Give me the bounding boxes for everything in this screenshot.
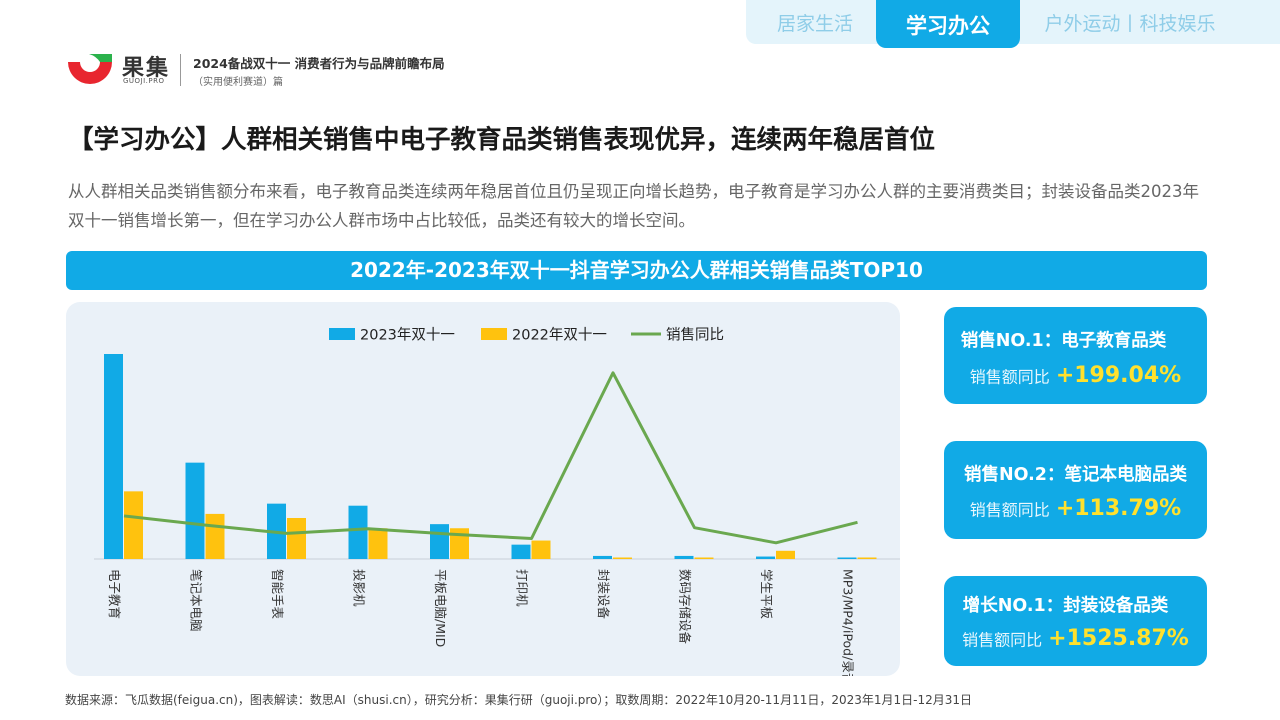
header-divider: [180, 54, 181, 86]
bar-2023: [674, 555, 694, 559]
x-tick-label: 电子教育: [107, 569, 122, 619]
top-nav: 居家生活 学习办公 户外运动丨科技娱乐: [746, 0, 1280, 48]
legend-label: 2022年双十一: [512, 327, 607, 344]
card-title: 增长NO.1：封装设备品类: [962, 596, 1169, 616]
chart-title-bar: 2022年-2023年双十一抖音学习办公人群相关销售品类TOP10: [66, 251, 1207, 290]
card-label: 销售额同比: [962, 630, 1043, 650]
bar-2022: [287, 518, 306, 559]
bar-2023: [430, 524, 449, 559]
data-source-footer: 数据来源：飞瓜数据(feigua.cn)，图表解读：数思AI（shusi.cn）…: [65, 693, 973, 707]
highlight-card-sales-no2: 销售NO.2：笔记本电脑品类 销售额同比 +113.79%: [944, 441, 1207, 539]
x-tick-label: 平板电脑/MID: [433, 569, 448, 647]
bar-2023: [348, 505, 368, 559]
bar-2022: [124, 491, 143, 559]
x-tick-label: 学生平板: [759, 569, 774, 620]
x-tick-label: 智能手表: [270, 569, 285, 620]
card-value: +113.79%: [1055, 496, 1182, 521]
highlight-card-growth-no1: 增长NO.1：封装设备品类 销售额同比 +1525.87%: [944, 576, 1207, 666]
card-label: 销售额同比: [969, 500, 1050, 520]
card-row: 销售额同比 +113.79%: [944, 496, 1207, 521]
bar-2023: [104, 354, 123, 559]
card-value: +1525.87%: [1048, 626, 1189, 651]
x-tick-label: 封装设备: [596, 569, 611, 620]
bar-2023: [593, 555, 612, 559]
x-tick-label: 打印机: [515, 569, 530, 607]
legend-label: 销售同比: [666, 327, 724, 344]
report-title: 2024备战双十一 消费者行为与品牌前瞻布局: [193, 56, 445, 71]
card-title: 销售NO.1：电子教育品类: [960, 331, 1167, 351]
bar-2022: [531, 540, 551, 559]
bar-2022: [776, 550, 795, 559]
bar-2023: [511, 544, 531, 559]
legend-label: 2023年双十一: [360, 327, 455, 344]
page-description: 从人群相关品类销售额分布来看，电子教育品类连续两年稳居首位且仍呈现正向增长趋势，…: [68, 182, 1199, 230]
legend-swatch: [329, 328, 355, 340]
brand-domain: GUOJI.PRO: [123, 77, 165, 85]
highlight-card-sales-no1: 销售NO.1：电子教育品类 销售额同比 +199.04%: [944, 307, 1207, 404]
brand-logo-icon: [68, 54, 112, 84]
report-subtitle: （实用便利赛道）篇: [193, 77, 283, 88]
card-label: 销售额同比: [969, 367, 1050, 387]
legend-swatch: [481, 328, 507, 340]
tab-outdoor-tech[interactable]: 户外运动丨科技娱乐: [1044, 13, 1216, 35]
bar-2022: [857, 557, 877, 559]
card-row: 销售额同比 +1525.87%: [944, 626, 1207, 651]
x-tick-label: 数码存储设备: [678, 569, 693, 645]
chart-panel: 电子教育 笔记本电脑 智能手表 投影机 平板电脑/MID 打印机 封装设备 数码存储设备 学生平…: [66, 302, 900, 676]
x-tick-label: MP3/MP4/iPod/录音笔: [841, 569, 856, 676]
brand-name: 果集: [122, 56, 171, 81]
x-tick-label: 笔记本电脑: [189, 569, 204, 632]
bar-2022: [205, 513, 225, 559]
tab-study-office[interactable]: 学习办公: [876, 0, 1020, 48]
sales-category-chart: 电子教育 笔记本电脑 智能手表 投影机 平板电脑/MID 打印机 封装设备 数码存储设备 学生平…: [94, 327, 900, 676]
x-tick-label: 投影机: [352, 569, 367, 607]
bar-2023: [185, 462, 205, 559]
bar-2022: [613, 557, 632, 559]
page-headline: 【学习办公】人群相关销售中电子教育品类销售表现优异，连续两年稳居首位: [68, 125, 936, 155]
card-title: 销售NO.2：笔记本电脑品类: [964, 465, 1187, 485]
card-row: 销售额同比 +199.04%: [944, 363, 1207, 388]
tab-home-life[interactable]: 居家生活: [776, 13, 853, 35]
yoy-line: [123, 371, 858, 545]
bar-2022: [368, 528, 388, 559]
card-value: +199.04%: [1055, 363, 1182, 388]
bar-2022: [694, 557, 714, 559]
bar-2023: [756, 556, 775, 559]
bar-2023: [837, 557, 857, 559]
